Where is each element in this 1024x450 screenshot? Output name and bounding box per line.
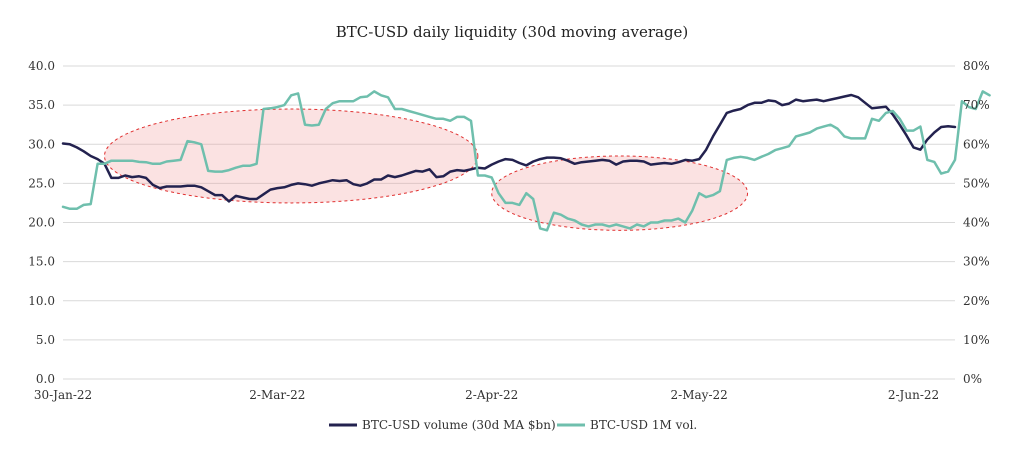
y-right-tick-label: 0%: [963, 372, 982, 386]
y-left-tick-label: 40.0: [28, 59, 55, 73]
y-left-tick-label: 25.0: [28, 176, 55, 190]
x-tick-label: 2-May-22: [671, 388, 728, 402]
y-right-tick-label: 70%: [963, 98, 990, 112]
legend: BTC-USD volume (30d MA $bn) BTC-USD 1M v…: [329, 418, 697, 432]
y-axis-left: 0.0 5.0 10.0 15.0 20.0 25.0 30.0 35.0 40.0: [28, 59, 55, 386]
y-right-tick-label: 80%: [963, 59, 990, 73]
legend-label-vol: BTC-USD 1M vol.: [590, 418, 697, 432]
x-axis: 30-Jan-22 2-Mar-22 2-Apr-22 2-May-22 2-Jun-2…: [34, 388, 939, 402]
y-right-tick-label: 50%: [963, 176, 990, 190]
y-left-tick-label: 10.0: [28, 294, 55, 308]
y-left-tick-label: 30.0: [28, 137, 55, 151]
y-right-tick-label: 30%: [963, 255, 990, 269]
highlight-ellipse-1: [103, 108, 479, 204]
y-right-tick-label: 20%: [963, 294, 990, 308]
y-left-tick-label: 20.0: [28, 216, 55, 230]
highlight-ellipse-2: [491, 155, 749, 231]
x-tick-label: 30-Jan-22: [34, 388, 92, 402]
series-line-vol: [61, 90, 991, 232]
y-right-tick-label: 10%: [963, 333, 990, 347]
series-lines: [61, 90, 991, 232]
y-axis-right: 0% 10% 20% 30% 40% 50% 60% 70% 80%: [963, 59, 990, 386]
y-left-tick-label: 0.0: [36, 372, 55, 386]
y-left-tick-label: 5.0: [36, 333, 55, 347]
gridlines: [63, 65, 955, 380]
series-line-volume: [61, 93, 957, 203]
y-left-tick-label: 15.0: [28, 255, 55, 269]
y-right-tick-label: 40%: [963, 216, 990, 230]
x-tick-label: 2-Mar-22: [249, 388, 305, 402]
x-tick-label: 2-Apr-22: [465, 388, 518, 402]
y-left-tick-label: 35.0: [28, 98, 55, 112]
annotations: [103, 108, 749, 231]
chart-title: BTC-USD daily liquidity (30d moving aver…: [336, 23, 689, 41]
legend-label-volume: BTC-USD volume (30d MA $bn): [362, 418, 556, 432]
x-tick-label: 2-Jun-22: [888, 388, 939, 402]
y-right-tick-label: 60%: [963, 137, 990, 151]
